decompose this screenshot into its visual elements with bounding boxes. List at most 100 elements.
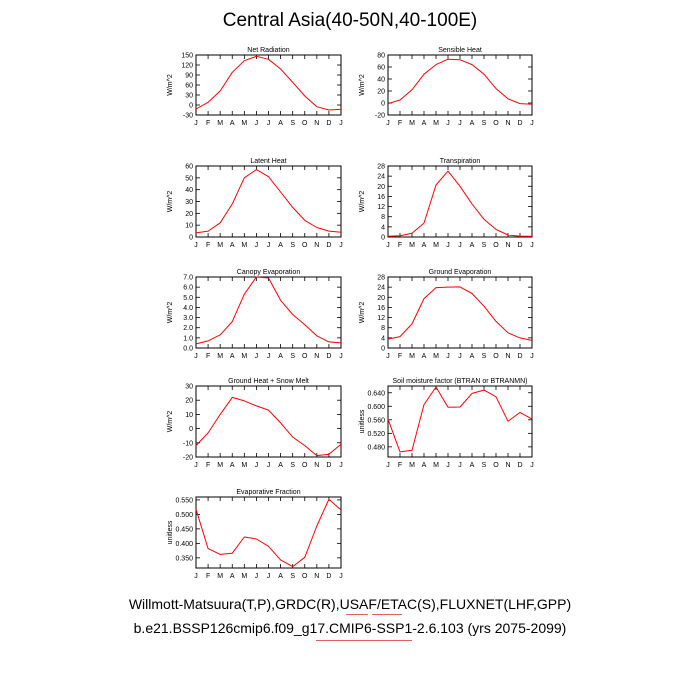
x-tick-label: D <box>517 120 522 127</box>
x-tick-label: S <box>290 462 295 469</box>
y-tick-label: 0.600 <box>367 404 385 411</box>
x-tick-label: A <box>230 242 235 249</box>
x-tick-label: M <box>217 242 223 249</box>
series-line <box>387 58 533 105</box>
x-tick-label: S <box>482 242 487 249</box>
y-axis-label: W/m^2 <box>167 302 174 324</box>
x-tick-label: A <box>422 462 427 469</box>
y-tick-label: 150 <box>181 53 193 60</box>
x-tick-label: M <box>409 120 415 127</box>
x-tick-label: N <box>505 353 510 360</box>
x-tick-label: F <box>206 242 210 249</box>
y-tick-label: 20 <box>185 211 193 218</box>
x-tick-label: J <box>339 120 343 127</box>
x-tick-label: F <box>206 573 210 580</box>
x-tick-label: N <box>505 120 510 127</box>
x-tick-label: O <box>493 120 499 127</box>
y-tick-label: 0.560 <box>367 417 385 424</box>
y-tick-label: 30 <box>185 384 193 391</box>
y-tick-label: -30 <box>183 113 193 120</box>
y-axis-label: W/m^2 <box>359 74 366 96</box>
decorative-underline-1 <box>346 614 368 615</box>
x-tick-label: J <box>339 462 343 469</box>
y-axis-label: W/m^2 <box>359 302 366 324</box>
y-tick-label: 40 <box>377 77 385 84</box>
x-tick-label: A <box>278 462 283 469</box>
x-tick-label: M <box>409 353 415 360</box>
x-tick-label: O <box>302 242 308 249</box>
series-line <box>387 286 533 341</box>
x-tick-label: J <box>267 242 271 249</box>
x-tick-label: J <box>194 353 198 360</box>
x-tick-label: N <box>314 462 319 469</box>
x-tick-label: D <box>517 242 522 249</box>
y-tick-label: 4.0 <box>183 305 193 312</box>
panel-title: Latent Heat <box>250 158 286 165</box>
y-tick-label: 4 <box>381 335 385 342</box>
x-tick-label: M <box>241 462 247 469</box>
x-tick-label: A <box>278 573 283 580</box>
y-axis-label: W/m^2 <box>167 74 174 96</box>
x-tick-label: J <box>194 462 198 469</box>
footer-line-1: Willmott-Matsuura(T,P),GRDC(R),USAF/ETAC… <box>128 596 572 612</box>
y-tick-label: 10 <box>185 412 193 419</box>
plot-frame <box>195 496 342 569</box>
chart-panel-8: Soil moisture factor (BTRAN or BTRANMN) u… <box>359 378 534 469</box>
x-tick-label: J <box>255 120 259 127</box>
y-tick-label: 10 <box>185 223 193 230</box>
x-tick-label: F <box>398 242 402 249</box>
x-tick-label: M <box>217 573 223 580</box>
x-tick-label: A <box>470 242 475 249</box>
y-tick-label: 40 <box>185 187 193 194</box>
chart-panel-9: Evaporative Fraction unitless 0.550 0.500 0.… <box>167 489 343 580</box>
y-tick-label: 0.0 <box>183 346 193 353</box>
x-tick-label: A <box>470 120 475 127</box>
y-tick-label: 50 <box>185 175 193 182</box>
y-tick-label: 2.0 <box>183 325 193 332</box>
x-tick-label: A <box>278 353 283 360</box>
panel-title: Net Radiation <box>247 47 290 54</box>
y-tick-label: 12 <box>377 204 385 211</box>
x-tick-label: A <box>278 242 283 249</box>
x-tick-label: M <box>433 462 439 469</box>
y-axis-label: W/m^2 <box>167 191 174 213</box>
y-tick-label: 20 <box>377 295 385 302</box>
series-line <box>195 55 342 111</box>
y-tick-label: 0.640 <box>367 390 385 397</box>
x-tick-label: F <box>206 353 210 360</box>
y-tick-label: 0 <box>189 103 193 110</box>
x-tick-label: J <box>530 120 534 127</box>
x-tick-label: O <box>302 120 308 127</box>
x-tick-label: F <box>206 120 210 127</box>
chart-panel-5: Canopy Evaporation W/m^2 7.0 6.0 5.0 4.0 3.0 2.… <box>167 269 343 360</box>
x-tick-label: O <box>493 353 499 360</box>
y-tick-label: 30 <box>185 93 193 100</box>
chart-panel-7: Ground Heat + Snow Melt W/m^2 30 20 10 0 -10 -2… <box>167 378 343 469</box>
series-line <box>195 498 342 568</box>
y-tick-label: 0 <box>189 235 193 242</box>
y-tick-label: 30 <box>185 199 193 206</box>
x-tick-label: F <box>206 462 210 469</box>
x-tick-label: A <box>230 120 235 127</box>
series-line <box>195 169 342 234</box>
series-line <box>195 276 342 345</box>
x-tick-label: J <box>194 120 198 127</box>
x-tick-label: D <box>326 242 331 249</box>
y-tick-label: 3.0 <box>183 315 193 322</box>
x-tick-label: J <box>267 462 271 469</box>
y-tick-label: 12 <box>377 315 385 322</box>
x-tick-label: J <box>267 573 271 580</box>
x-tick-label: J <box>339 353 343 360</box>
y-tick-label: 0 <box>381 235 385 242</box>
x-tick-label: A <box>470 462 475 469</box>
x-tick-label: A <box>422 353 427 360</box>
x-tick-label: J <box>339 242 343 249</box>
x-tick-label: M <box>241 573 247 580</box>
x-tick-label: S <box>482 353 487 360</box>
x-tick-label: J <box>339 573 343 580</box>
x-tick-label: J <box>530 353 534 360</box>
x-tick-label: F <box>398 462 402 469</box>
